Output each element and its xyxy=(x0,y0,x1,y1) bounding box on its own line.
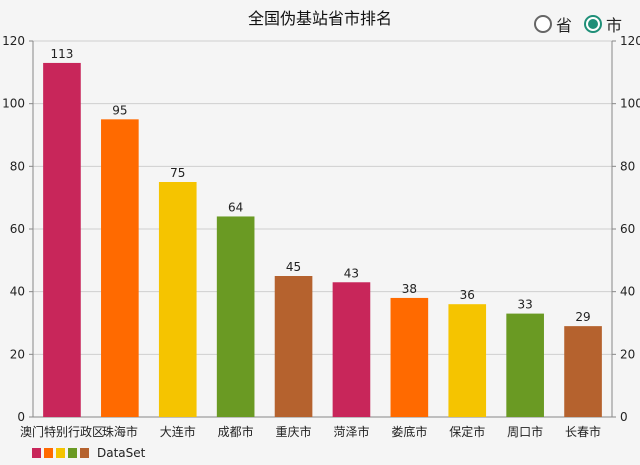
x-tick-label: 保定市 xyxy=(449,424,485,439)
legend-swatch xyxy=(32,448,41,458)
y-tick-label-left: 40 xyxy=(10,285,25,299)
bar xyxy=(158,182,197,417)
radio-city-circle[interactable] xyxy=(583,15,602,33)
legend-label: DataSet xyxy=(97,446,146,460)
bar xyxy=(448,304,487,417)
data-label: 36 xyxy=(460,288,475,302)
y-tick-label-left: 60 xyxy=(10,222,25,236)
data-label: 33 xyxy=(518,298,533,312)
radio-province-label: 省 xyxy=(555,16,572,35)
bar xyxy=(274,276,313,417)
radio-city-label: 市 xyxy=(605,16,622,35)
bar xyxy=(332,282,371,417)
legend-swatch xyxy=(68,448,77,458)
x-tick-label: 成都市 xyxy=(218,424,254,439)
data-label: 38 xyxy=(402,282,417,296)
x-tick-label: 娄底市 xyxy=(391,424,427,439)
legend-swatch xyxy=(80,448,89,458)
chart-title: 全国伪基站省市排名 xyxy=(247,9,392,28)
data-label: 43 xyxy=(344,266,359,280)
x-tick-label: 澳门特别行政区 xyxy=(20,424,104,439)
data-label: 29 xyxy=(575,310,590,324)
radio-province-circle[interactable] xyxy=(533,15,552,33)
radio-city[interactable]: 市 xyxy=(583,12,622,36)
bar xyxy=(43,62,81,417)
y-tick-label-left: 120 xyxy=(2,34,25,48)
bar xyxy=(564,326,602,417)
y-tick-label-left: 100 xyxy=(2,97,25,111)
x-tick-label: 重庆市 xyxy=(276,424,312,439)
x-tick-label: 大连市 xyxy=(160,424,196,439)
bar xyxy=(506,313,544,417)
y-tick-label-right: 0 xyxy=(620,410,628,424)
legend-swatch xyxy=(44,448,53,458)
data-label: 113 xyxy=(50,47,73,61)
bar xyxy=(390,297,429,417)
chart-legend: DataSet xyxy=(32,446,145,460)
y-tick-label-left: 0 xyxy=(17,410,25,424)
bar xyxy=(216,216,255,417)
bar xyxy=(101,119,139,417)
x-tick-label: 珠海市 xyxy=(102,424,138,439)
data-label: 95 xyxy=(112,103,127,117)
y-tick-label-right: 40 xyxy=(620,285,635,299)
legend-swatches xyxy=(32,448,89,458)
x-tick-label: 长春市 xyxy=(565,424,601,439)
data-label: 64 xyxy=(228,200,243,214)
data-label: 75 xyxy=(170,166,185,180)
province-city-toggle: 省 市 xyxy=(526,12,622,36)
x-tick-label: 周口市 xyxy=(507,424,543,439)
y-tick-label-right: 60 xyxy=(620,222,635,236)
data-label: 45 xyxy=(286,260,301,274)
y-tick-label-right: 120 xyxy=(620,34,640,48)
legend-swatch xyxy=(56,448,65,458)
y-tick-label-right: 100 xyxy=(620,97,640,111)
y-tick-label-left: 20 xyxy=(10,347,25,361)
y-tick-label-right: 80 xyxy=(620,159,635,173)
radio-province[interactable]: 省 xyxy=(533,12,572,36)
y-tick-label-left: 80 xyxy=(10,159,25,173)
y-tick-label-right: 20 xyxy=(620,347,635,361)
x-tick-label: 菏泽市 xyxy=(333,424,369,439)
